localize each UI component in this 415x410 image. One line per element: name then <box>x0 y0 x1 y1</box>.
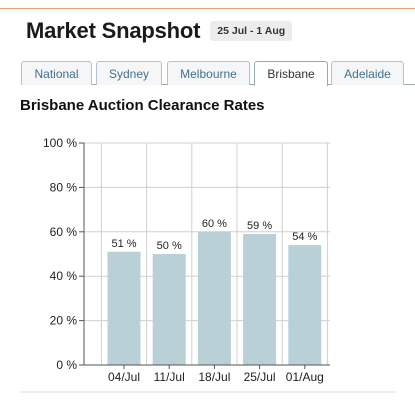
x-tick-label: 11/Jul <box>154 370 185 384</box>
data-label: 51 % <box>111 238 136 250</box>
tab-melbourne[interactable]: Melbourne <box>167 61 250 85</box>
date-range-badge: 25 Jul - 1 Aug <box>210 21 293 41</box>
bar-11-jul <box>152 254 186 365</box>
city-tab-bar: National Sydney Melbourne Brisbane Adela… <box>21 61 415 86</box>
chart-bars <box>107 231 322 365</box>
tab-national[interactable]: National <box>21 61 92 85</box>
tab-sydney[interactable]: Sydney <box>96 61 162 85</box>
data-label: 54 % <box>292 231 317 243</box>
x-tick-label: 18/Jul <box>198 370 230 384</box>
page-title: Market Snapshot <box>26 18 201 43</box>
chart-axes <box>20 142 395 393</box>
y-tick-label: 80 % <box>50 180 78 194</box>
y-tick-label: 100 % <box>43 136 77 150</box>
x-tick-label: 25/Jul <box>244 370 276 384</box>
data-label: 59 % <box>247 220 272 232</box>
tab-label: Melbourne <box>180 66 237 81</box>
tab-label: National <box>34 66 79 81</box>
x-tick-label: 04/Jul <box>108 370 140 384</box>
tab-label: Adelaide <box>344 66 391 81</box>
chart-labels: 0 % 20 % 40 % 60 % 80 % 100 % 51 % 04/Jul 50 % 11… <box>43 136 324 384</box>
data-label: 60 % <box>202 218 227 230</box>
x-tick-label: 01/Aug <box>286 370 324 384</box>
y-tick-label: 60 % <box>50 225 78 239</box>
bar-01-aug <box>288 245 322 365</box>
y-tick-label: 40 % <box>50 269 78 283</box>
tab-label: Sydney <box>108 66 150 81</box>
tab-adelaide[interactable]: Adelaide <box>331 61 404 85</box>
y-tick-label: 20 % <box>50 314 78 328</box>
bar-18-jul <box>197 231 231 365</box>
data-label: 50 % <box>157 240 182 252</box>
y-tick-label: 0 % <box>56 358 77 372</box>
tab-label: Brisbane <box>267 67 315 81</box>
bar-25-jul <box>243 234 277 365</box>
header-accent-rule <box>0 8 415 9</box>
page-header: Market Snapshot 25 Jul - 1 Aug <box>26 17 293 45</box>
tab-brisbane[interactable]: Brisbane <box>254 61 328 86</box>
bar-04-jul <box>107 251 141 365</box>
chart-title: Brisbane Auction Clearance Rates <box>20 97 265 114</box>
